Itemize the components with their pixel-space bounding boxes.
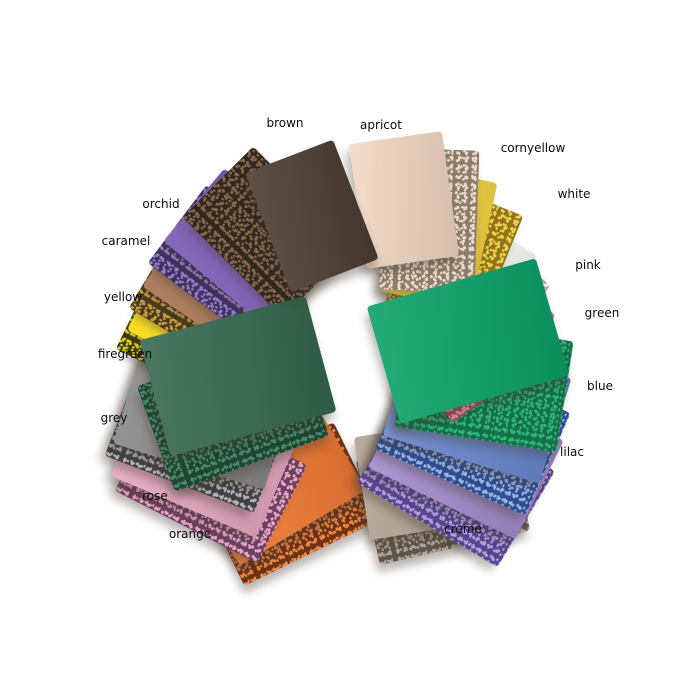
blue-label: blue	[587, 379, 613, 393]
lilac-label: lilac	[560, 445, 584, 459]
creme-label: creme	[444, 522, 482, 536]
rose-label: rose	[142, 489, 168, 503]
brown-label: brown	[266, 116, 304, 130]
white-label: white	[557, 187, 591, 201]
pink-label: pink	[575, 258, 601, 272]
grey-label: grey	[100, 411, 128, 425]
caramel-label: caramel	[101, 234, 151, 248]
yellow-label: yellow	[103, 290, 143, 304]
firegreen-label: firegreen	[97, 347, 153, 361]
green-label: green	[584, 306, 620, 320]
apricot-label: apricot	[360, 118, 402, 132]
cornyellow-label: cornyellow	[500, 141, 566, 155]
orange-label: orange	[168, 527, 212, 541]
orchid-label: orchid	[142, 197, 180, 211]
